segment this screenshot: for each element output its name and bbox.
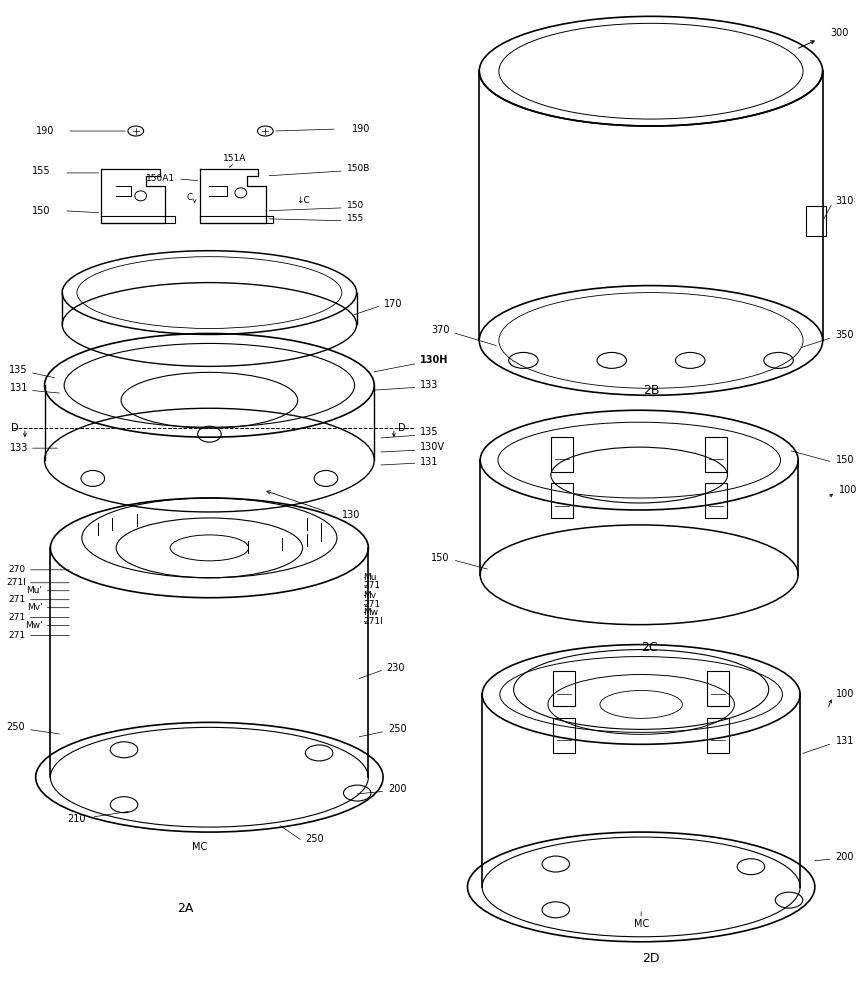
Text: 2B: 2B [642,384,660,397]
Text: 150B: 150B [347,164,370,173]
Text: 200: 200 [835,852,854,862]
Text: 271: 271 [363,581,381,590]
Text: 133: 133 [420,380,439,390]
Text: Mu': Mu' [27,586,42,595]
Text: 210: 210 [68,814,86,824]
Text: 100: 100 [839,485,858,495]
Bar [551,483,573,518]
Text: 271I: 271I [363,617,383,626]
Text: 370: 370 [431,325,449,335]
Text: 151A: 151A [223,154,246,163]
Text: 2D: 2D [642,952,660,965]
Text: 155: 155 [32,166,51,176]
Text: 200: 200 [388,784,406,794]
Text: 271: 271 [9,631,26,640]
Text: 271I: 271I [6,578,26,587]
Text: 250: 250 [6,722,25,732]
Text: Mw: Mw [363,608,379,617]
Text: 170: 170 [384,299,403,309]
Bar [551,437,573,472]
Text: 131: 131 [9,383,28,393]
Text: 131: 131 [835,736,854,746]
Bar [554,718,575,753]
Text: 100: 100 [835,689,854,699]
Text: 150: 150 [32,206,51,216]
Text: 130V: 130V [420,442,445,452]
Text: ↓C: ↓C [295,196,309,205]
Text: 250: 250 [388,724,406,734]
Text: 271: 271 [9,595,26,604]
Text: 150: 150 [347,201,364,210]
Bar [806,206,826,236]
Text: 300: 300 [831,28,849,38]
Bar [554,671,575,706]
Text: 135: 135 [420,427,439,437]
Text: 131: 131 [420,457,439,467]
Text: 150A1: 150A1 [146,174,175,183]
Text: 130: 130 [342,510,360,520]
Text: 350: 350 [835,330,854,340]
Text: Mv': Mv' [27,603,42,612]
Text: 130H: 130H [420,355,449,365]
Bar [708,671,729,706]
Bar [705,483,727,518]
Text: 150: 150 [835,455,854,465]
Text: 271: 271 [363,600,381,609]
Text: 190: 190 [36,126,54,136]
Bar [705,437,727,472]
Text: 190: 190 [351,124,370,134]
Text: 310: 310 [835,196,854,206]
Text: Mv: Mv [363,591,376,600]
Text: 250: 250 [306,834,325,844]
Text: 155: 155 [347,214,364,223]
Text: D: D [11,423,19,433]
Text: MC: MC [634,919,649,929]
Text: 133: 133 [9,443,28,453]
Bar [708,718,729,753]
Text: 2A: 2A [177,902,193,915]
Text: 230: 230 [386,663,405,673]
Text: Mu: Mu [363,573,377,582]
Text: D: D [398,423,406,433]
Text: Mw': Mw' [25,621,42,630]
Text: 135: 135 [9,365,28,375]
Text: MC: MC [192,842,208,852]
Text: 271: 271 [9,613,26,622]
Text: 150: 150 [431,553,449,563]
Text: C: C [187,193,193,202]
Text: 2C: 2C [641,641,657,654]
Text: 270: 270 [9,565,26,574]
